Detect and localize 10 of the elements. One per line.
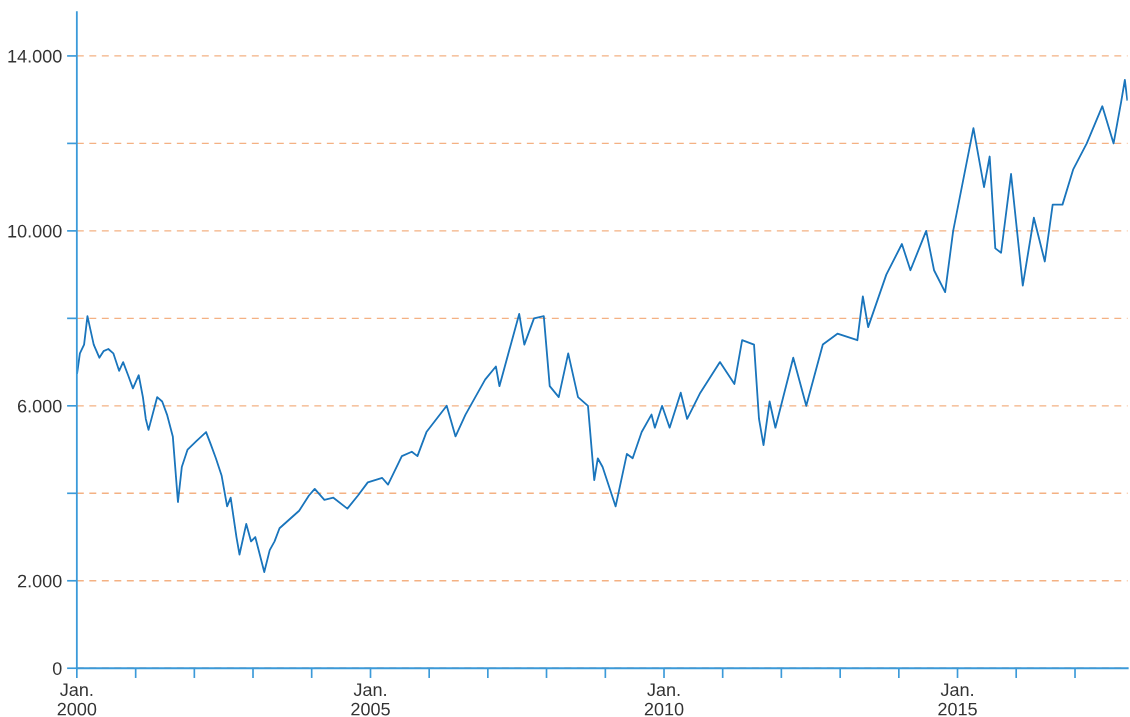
x-tick-label: Jan. 2000	[57, 683, 97, 716]
x-tick-label: Jan. 2005	[351, 683, 390, 716]
x-tick-label: Jan. 2015	[938, 683, 977, 716]
x-tick-label: Jan. 2010	[644, 683, 684, 716]
y-tick-label: 0	[52, 662, 62, 675]
y-tick-label: 6.000	[18, 399, 62, 413]
line-series	[76, 79, 1128, 573]
y-tick-label: 2.000	[17, 574, 62, 588]
y-tick-label: 10.000	[8, 224, 62, 238]
y-tick-label: 14.000	[8, 49, 62, 63]
